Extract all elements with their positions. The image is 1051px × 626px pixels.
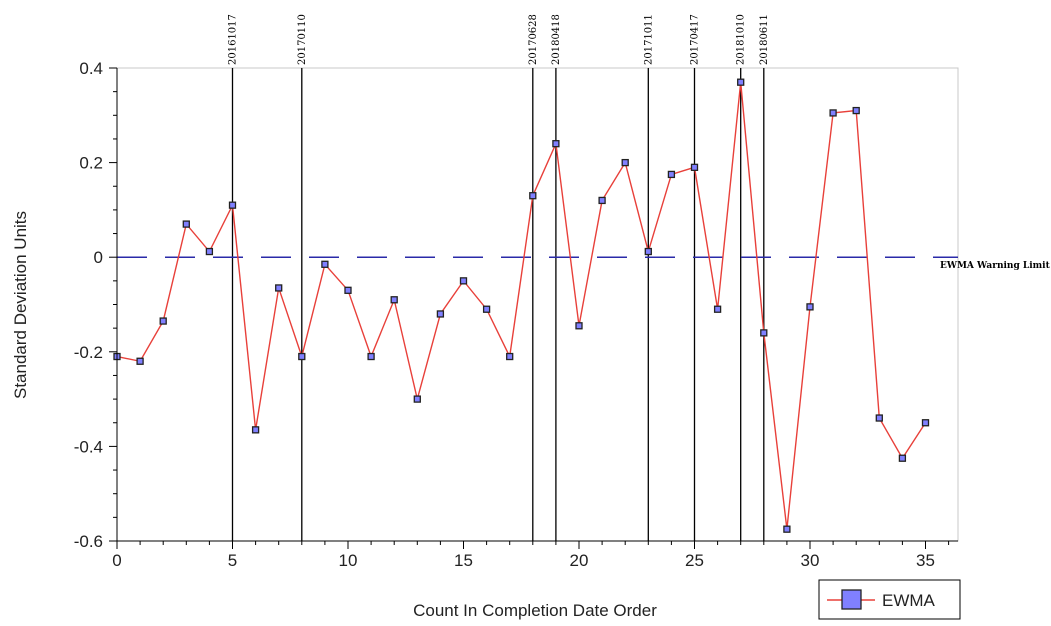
data-point [921,419,930,427]
y-tick-label: 0.4 [79,59,103,78]
y-tick-label: 0 [94,248,103,267]
x-tick-label: 35 [916,551,935,570]
data-point [760,329,768,337]
x-tick-label: 30 [801,551,820,570]
data-point [898,454,907,462]
data-point [529,192,537,200]
data-point [228,201,237,209]
data-point [251,426,260,434]
data-point [806,303,814,311]
data-point [667,170,676,179]
data-point [852,106,860,115]
x-tick-label: 0 [112,551,121,570]
data-point [644,247,652,256]
ewma-series [113,78,930,533]
legend-label: EWMA [882,591,936,610]
event-label: 20181010 [736,14,747,65]
data-point [575,322,583,330]
data-point [713,305,722,313]
data-point [298,352,306,361]
data-point [136,357,144,365]
y-axis: 0.4 0.2 0 -0.2 -0.4 -0.6 [74,59,118,551]
data-point [621,158,629,167]
event-label: 20170110 [297,14,308,65]
data-point [182,220,190,228]
x-tick-label: 20 [570,551,589,570]
data-point [690,163,699,171]
y-tick-label: -0.2 [74,343,103,362]
event-label: 20171011 [643,14,654,65]
x-tick-label: 15 [454,551,473,570]
data-point [506,352,514,361]
event-markers: 20161017 20170110 20170628 20180418 20171011… [228,14,770,541]
warning-limit: EWMA Warning Limit [117,256,1051,271]
x-axis: 0 5 10 15 20 25 30 35 [112,540,958,570]
data-point [829,109,837,117]
event-label: 20170628 [528,14,539,65]
data-point [737,78,745,86]
data-point [390,296,398,304]
y-tick-label: -0.4 [74,437,103,456]
data-point [275,284,283,292]
event-label: 20170417 [690,14,701,65]
y-tick-label: 0.2 [79,154,103,173]
event-label: 20180611 [759,14,770,65]
data-point [159,317,167,325]
data-point [436,310,445,318]
data-point [783,525,791,533]
data-point [598,196,606,205]
data-point [552,140,560,148]
data-point [875,414,883,422]
data-point [344,286,352,294]
y-tick-label: -0.6 [74,532,103,551]
x-tick-label: 25 [685,551,704,570]
x-tick-label: 10 [339,551,358,570]
data-point [367,352,375,361]
data-point [459,277,468,285]
event-label: 20161017 [228,14,239,65]
data-point [413,395,421,403]
x-axis-title: Count In Completion Date Order [413,601,657,620]
data-point [205,247,214,256]
x-tick-label: 5 [228,551,237,570]
data-point [321,260,329,268]
y-axis-title: Standard Deviation Units [11,211,30,399]
warning-limit-label: EWMA Warning Limit [940,261,1051,271]
series-line [116,82,927,530]
legend: EWMA [818,579,961,620]
data-point [482,305,491,313]
legend-swatch [841,589,862,610]
event-label: 20180418 [551,14,562,65]
